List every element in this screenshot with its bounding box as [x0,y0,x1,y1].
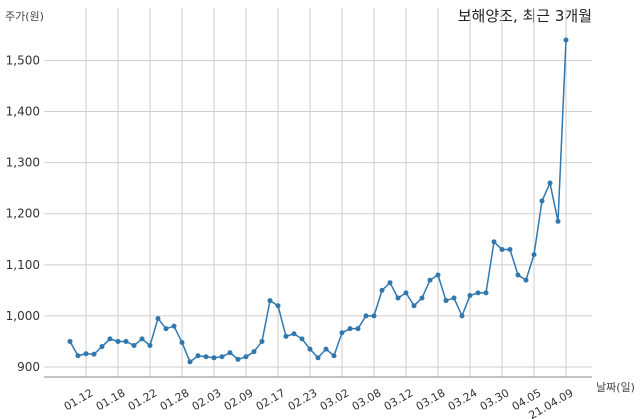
data-point [259,338,265,344]
data-point [75,353,81,359]
data-point [523,277,529,283]
x-tick-label: 03.02 [318,386,352,413]
data-point [443,298,449,304]
data-point [219,354,225,360]
data-point [371,313,377,319]
x-tick-label: 02.17 [254,386,288,413]
x-tick-label: 03.18 [414,386,448,413]
data-point [275,303,281,309]
data-point [291,331,297,337]
data-point [267,298,273,304]
x-tick-label: 01.12 [62,386,96,413]
data-point [251,349,257,355]
x-tick-label: 01.22 [126,386,160,413]
data-point [147,343,153,349]
data-point [379,287,385,293]
x-tick-label: 02.23 [286,386,320,413]
data-point [235,356,241,362]
x-tick-labels: 01.1201.1801.2201.2802.0302.0902.1702.23… [62,386,576,419]
data-point [211,355,217,361]
data-point [499,246,505,252]
data-point [171,323,177,329]
data-point [563,37,569,43]
data-point [115,338,121,344]
data-point [139,336,145,342]
y-tick-label: 1,500 [6,53,40,67]
data-point [435,272,441,278]
y-axis-label: 주가(원) [5,10,44,23]
y-tick-labels: 900 1,000 1,100 1,200 1,300 1,400 1,500 [6,53,40,374]
data-point [475,290,481,296]
data-point [507,246,513,252]
data-point [179,339,185,345]
data-point [315,355,321,361]
data-point [531,252,537,258]
y-tick-label: 1,100 [6,258,40,272]
y-tick-label: 1,400 [6,105,40,119]
data-point [227,350,233,356]
y-tick-label: 900 [17,360,40,374]
data-point [459,313,465,319]
data-point [203,354,209,360]
x-tick-label: 03.08 [350,386,384,413]
y-tick-label: 1,300 [6,156,40,170]
data-point [347,326,353,332]
price-series-line [69,39,567,364]
data-point [555,218,561,224]
data-point [243,354,249,360]
data-point [67,338,73,344]
y-tick-label: 1,000 [6,309,40,323]
x-axis-label: 날짜(일) [596,380,635,394]
x-tick-label: 03.12 [382,386,416,413]
data-point [467,292,473,298]
data-point [451,295,457,301]
y-tick-label: 1,200 [6,207,40,221]
data-point [363,313,369,319]
data-point [91,351,97,357]
x-tick-label: 02.09 [222,386,256,413]
data-point [163,326,169,332]
data-point [387,280,393,286]
horizontal-gridlines [44,59,592,368]
data-point [339,330,345,336]
x-tick-label: 01.28 [158,386,192,413]
data-point [355,326,361,332]
data-point [283,333,289,339]
data-point [411,303,417,309]
data-point [515,272,521,278]
data-point [427,277,433,283]
data-point [307,346,313,352]
data-point [395,295,401,301]
data-point [99,344,105,350]
data-point [131,343,137,349]
price-data-points [67,37,569,365]
x-tick-label: 03.30 [478,386,512,413]
data-point [491,239,497,245]
data-point [123,338,129,344]
x-tick-label: 02.03 [190,386,224,413]
data-point [107,336,113,342]
data-point [483,290,489,296]
chart-title: 보해양조, 최근 3개월 [458,7,592,25]
x-tick-label: 01.18 [94,386,128,413]
data-point [155,315,161,321]
data-point [547,180,553,186]
vertical-gridlines [85,8,567,377]
data-point [187,359,193,365]
data-point [419,295,425,301]
data-point [195,353,201,359]
data-point [323,346,329,352]
data-point [83,351,89,357]
data-point [331,353,337,359]
data-point [299,336,305,342]
data-point [403,290,409,296]
data-point [539,198,545,204]
x-tick-label: 03.24 [446,386,480,413]
